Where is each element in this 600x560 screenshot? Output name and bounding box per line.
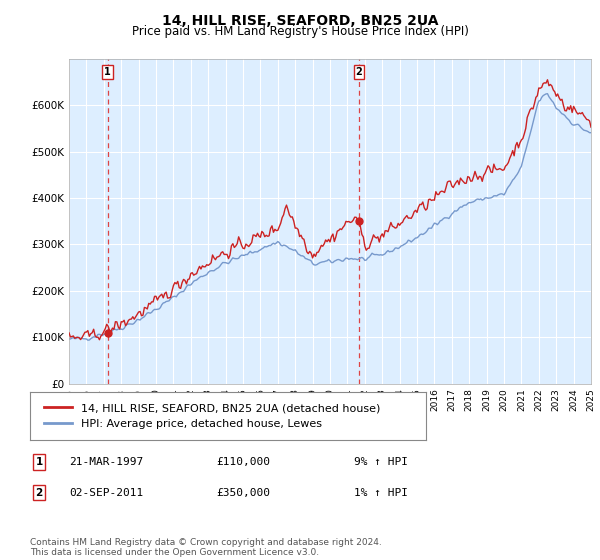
Text: 2: 2: [35, 488, 43, 498]
Text: 1: 1: [35, 457, 43, 467]
Text: 1: 1: [104, 67, 111, 77]
Text: £350,000: £350,000: [216, 488, 270, 498]
Text: 9% ↑ HPI: 9% ↑ HPI: [354, 457, 408, 467]
Text: Contains HM Land Registry data © Crown copyright and database right 2024.
This d: Contains HM Land Registry data © Crown c…: [30, 538, 382, 557]
Text: £110,000: £110,000: [216, 457, 270, 467]
Text: 21-MAR-1997: 21-MAR-1997: [69, 457, 143, 467]
Text: 1% ↑ HPI: 1% ↑ HPI: [354, 488, 408, 498]
Text: 02-SEP-2011: 02-SEP-2011: [69, 488, 143, 498]
Text: Price paid vs. HM Land Registry's House Price Index (HPI): Price paid vs. HM Land Registry's House …: [131, 25, 469, 38]
Text: 2: 2: [356, 67, 362, 77]
Text: 14, HILL RISE, SEAFORD, BN25 2UA: 14, HILL RISE, SEAFORD, BN25 2UA: [162, 14, 438, 28]
Legend: 14, HILL RISE, SEAFORD, BN25 2UA (detached house), HPI: Average price, detached : 14, HILL RISE, SEAFORD, BN25 2UA (detach…: [40, 399, 385, 433]
